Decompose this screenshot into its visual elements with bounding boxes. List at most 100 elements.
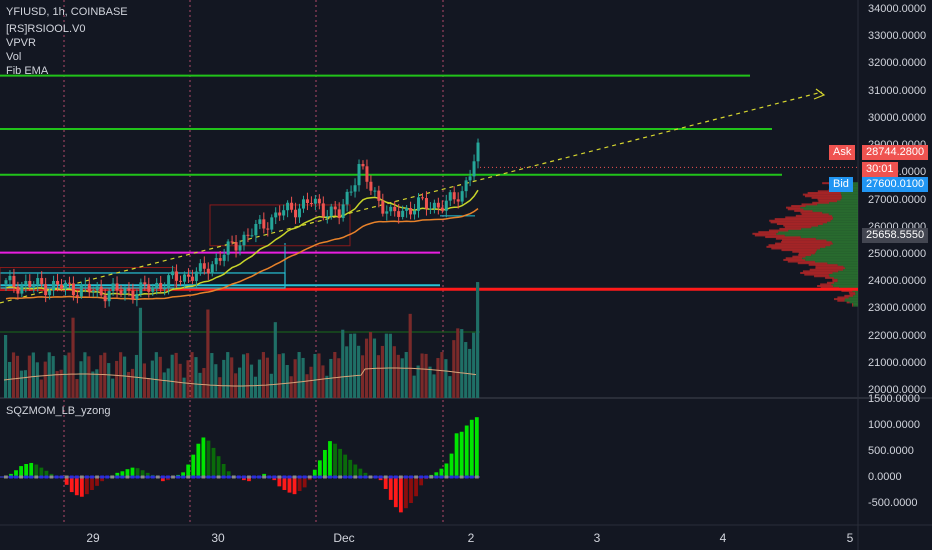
volume-bar (321, 365, 325, 398)
vpvr-bar-down (794, 209, 813, 212)
volume-bar (206, 309, 210, 398)
candle-body (468, 176, 472, 181)
candle-body (182, 274, 186, 282)
squeeze-dot (115, 475, 120, 479)
vpvr-bar-down (781, 240, 832, 243)
candle-body (266, 228, 270, 230)
momentum-histogram-bar (130, 467, 135, 477)
volume-bar (257, 359, 262, 398)
squeeze-dot (19, 475, 23, 479)
vpvr-bar-up (832, 242, 858, 245)
volume-bar (289, 376, 293, 398)
volume-bar (79, 361, 83, 398)
squeeze-dot (358, 475, 363, 479)
volume-bar (214, 364, 218, 398)
vpvr-bar-up (853, 304, 858, 307)
momentum-histogram-bar (297, 477, 302, 492)
squeeze-dot (338, 475, 343, 479)
time-label-29: 29 (86, 531, 100, 545)
vpvr-bar-up (841, 193, 858, 196)
price-axis[interactable]: 34000.0000 33000.0000 32000.0000 31000.0000… (858, 0, 932, 525)
squeeze-dot (211, 475, 216, 479)
squeeze-dot (191, 475, 196, 479)
volume-bar (325, 375, 329, 398)
vpvr-bar-down (811, 196, 842, 199)
candle-body (56, 280, 60, 285)
vpvr-bar-up (831, 283, 858, 286)
candle-body (397, 211, 401, 217)
squeeze-dot (297, 475, 302, 479)
candle-body (32, 285, 36, 287)
vpvr-bar-down (798, 254, 812, 257)
candle-body (123, 288, 127, 295)
vpvr-bar-down (754, 234, 785, 237)
volume-bar (452, 340, 456, 398)
volume-bar (337, 358, 341, 398)
price-tick-label: 25000.0000 (868, 247, 927, 260)
candle-body (325, 216, 329, 218)
vpvr-bar-down (797, 262, 828, 265)
volume-bar (162, 372, 166, 398)
vpvr-bar-up (853, 294, 858, 297)
candle-body (143, 282, 147, 285)
squeeze-dot (317, 475, 322, 479)
indicator-rsiool-legend[interactable]: [RS]RSIOOL.V0 (6, 23, 86, 35)
squeeze-dot (226, 475, 231, 479)
volume-bar (218, 377, 222, 398)
squeeze-dot (59, 475, 64, 479)
vpvr-bar-up (848, 296, 858, 299)
candle-body (258, 219, 262, 224)
candle-body (456, 199, 460, 202)
momentum-histogram-bar (221, 464, 226, 477)
indicator-vpvr-legend[interactable]: VPVR (6, 37, 36, 49)
volume-bar (361, 355, 365, 398)
bid-tag-label: Bid (829, 177, 853, 192)
indicator-fib-ema-legend[interactable]: Fib EMA (6, 65, 49, 77)
supply-box-outline (209, 204, 351, 247)
candle-body (175, 271, 179, 281)
candle-body (4, 280, 8, 284)
vpvr-bar-up (845, 267, 858, 270)
momentum-histogram-bar (247, 477, 251, 482)
candle-body (20, 285, 24, 294)
volume-bar (277, 354, 281, 398)
vpvr-bar-up (830, 219, 858, 222)
vpvr-bar-down (832, 278, 838, 281)
squeeze-dot (373, 475, 378, 479)
candle-body (190, 276, 194, 281)
last-price-tag: 25658.5550 (862, 228, 929, 243)
volume-bar (261, 352, 266, 398)
squeeze-dot (282, 475, 287, 479)
vpvr-bar-up (830, 244, 858, 247)
indicator-vol-legend[interactable]: Vol (6, 51, 22, 63)
vpvr-bar-up (839, 286, 858, 289)
candle-body (171, 271, 175, 276)
momentum-histogram-bar (201, 437, 206, 477)
candle-body (16, 286, 20, 294)
momentum-histogram-bar (393, 477, 398, 508)
momentum-histogram-bar (348, 459, 353, 477)
volume-bar (95, 369, 99, 398)
squeeze-dot (145, 475, 150, 479)
squeeze-dot (120, 475, 125, 479)
price-tick-label: 21000.0000 (868, 356, 927, 369)
squeeze-dot (14, 475, 18, 479)
squeeze-dot (95, 475, 99, 479)
volume-bar (436, 358, 440, 398)
symbol-legend[interactable]: YFIUSD, 1h, COINBASE (6, 6, 128, 18)
momentum-histogram-bar (100, 477, 105, 482)
squeeze-dot (348, 475, 353, 479)
volume-bar (103, 352, 107, 398)
vpvr-bar-up (841, 196, 858, 199)
vpvr-bar-up (802, 257, 858, 260)
oscillator-title[interactable]: SQZMOM_LB_yzong (6, 405, 111, 417)
volume-bar (353, 333, 357, 398)
volume-bar (83, 352, 87, 398)
candle-body (52, 280, 56, 291)
candle-body (254, 223, 258, 236)
volume-bar (273, 322, 277, 398)
vpvr-bar-up (822, 211, 858, 214)
vpvr-bar-down (852, 304, 854, 307)
vpvr-bar-down (768, 244, 831, 247)
